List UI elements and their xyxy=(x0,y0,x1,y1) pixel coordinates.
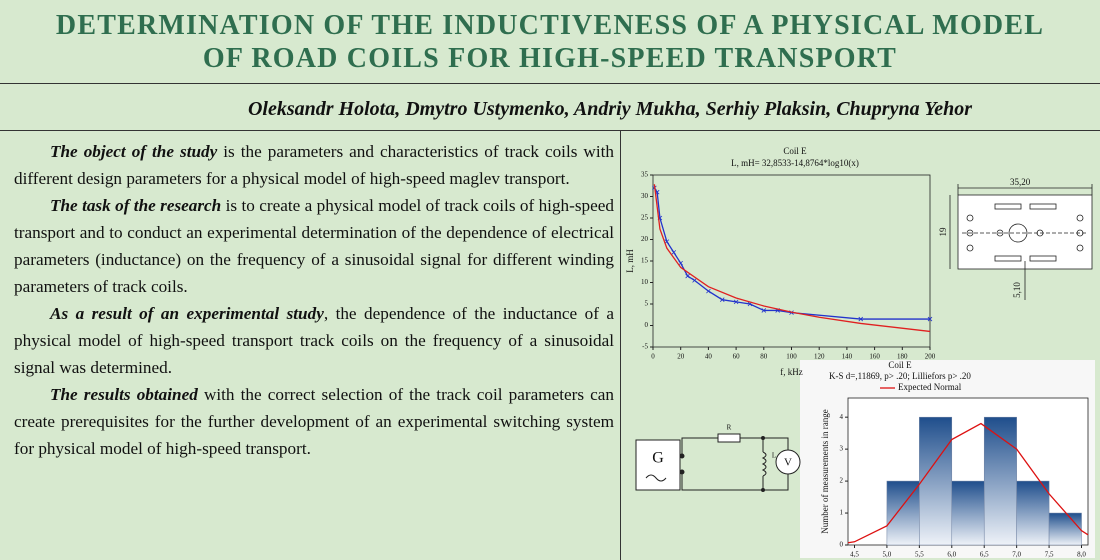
y-tick-label: 10 xyxy=(641,278,649,286)
x-tick-label: 80 xyxy=(760,353,768,361)
y-tick-label: 2 xyxy=(840,477,844,485)
title-line: DETERMINATION OF THE INDUCTIVENESS OF A … xyxy=(55,10,1045,41)
y-tick-label: 35 xyxy=(641,171,649,179)
chart-subtitle: L, mH= 32,8533-14,8764*log10(x) xyxy=(731,158,859,168)
x-tick-label: 180 xyxy=(897,353,908,361)
point xyxy=(858,316,864,322)
point xyxy=(706,288,711,294)
chart-title: Coil E xyxy=(783,146,807,156)
y-tick-label: 25 xyxy=(641,214,649,222)
authors: Oleksandr Holota, Dmytro Ustymenko, Andr… xyxy=(247,98,972,120)
y-tick-label: 5 xyxy=(645,300,649,308)
text: with the correct selection of the track … xyxy=(14,385,614,458)
divider xyxy=(620,130,621,560)
x-tick-label: 0 xyxy=(651,353,655,361)
x-tick-label: 60 xyxy=(733,353,741,361)
bar xyxy=(983,416,1017,546)
paragraph: The results obtained with the correct se… xyxy=(14,381,614,462)
paragraph: As a result of an experimental study, th… xyxy=(14,300,614,381)
x-tick-label: 5,5 xyxy=(915,551,924,559)
paragraph: The object of the study is the parameter… xyxy=(14,138,614,192)
x-tick-label: 7,0 xyxy=(1012,551,1021,559)
body-text: The object of the study is the parameter… xyxy=(14,138,614,462)
x-tick-label: 7,5 xyxy=(1045,551,1054,559)
paragraph: The task of the research is to create a … xyxy=(14,192,614,300)
x-tick-label: 120 xyxy=(814,353,825,361)
point xyxy=(671,250,677,255)
legend-label: Expected Normal xyxy=(898,382,962,392)
point xyxy=(692,278,697,283)
x-tick-label: 6,5 xyxy=(980,551,989,559)
y-tick-label: -5 xyxy=(642,343,648,351)
normal-curve xyxy=(847,422,1089,544)
x-tick-label: 40 xyxy=(705,353,713,361)
x-tick-label: 200 xyxy=(925,353,936,361)
lead: The object of the study xyxy=(50,142,218,161)
chart-subtitle: K-S d=,11869, p> .20; Lilliefors p> .20 xyxy=(829,371,971,381)
x-tick-label: 20 xyxy=(677,353,685,361)
lead: The task of the research xyxy=(50,196,222,215)
y-axis-label: Number of measurements in range xyxy=(820,409,830,533)
y-tick-label: 15 xyxy=(641,257,649,265)
dimension-label: 5,10 xyxy=(1012,282,1022,298)
text: is the parameters and characteristics of… xyxy=(14,142,614,188)
chart-title: Coil E xyxy=(888,360,912,370)
y-tick-label: 20 xyxy=(641,235,649,243)
y-axis-label: L, mH xyxy=(625,249,635,273)
divider xyxy=(0,130,1100,131)
series-line xyxy=(653,184,931,333)
x-tick-label: 6,0 xyxy=(947,551,956,559)
circuit-label: V xyxy=(784,457,792,469)
y-tick-label: 0 xyxy=(645,321,649,329)
divider xyxy=(0,83,1100,84)
point xyxy=(733,299,739,305)
y-tick-label: 3 xyxy=(840,445,844,453)
text: is to create a physical model of track c… xyxy=(14,196,614,296)
point xyxy=(761,308,767,313)
y-tick-label: 30 xyxy=(641,192,649,200)
plate-drawing xyxy=(949,184,1093,300)
dimension-label: 35,20 xyxy=(1010,177,1031,187)
lead: The results obtained xyxy=(50,385,198,404)
point xyxy=(927,316,933,322)
text: , the dependence of the inductance of a … xyxy=(14,304,615,377)
circuit-label: G xyxy=(652,450,664,467)
x-axis-label: f, kHz xyxy=(780,367,803,377)
bar xyxy=(1016,480,1050,546)
circuit xyxy=(635,433,801,492)
bar xyxy=(919,416,953,546)
bar xyxy=(1048,512,1082,546)
circuit-label: L xyxy=(772,452,776,460)
y-tick-label: 4 xyxy=(840,413,844,421)
y-tick-label: 0 xyxy=(840,541,844,549)
y-tick-label: 1 xyxy=(840,509,844,517)
circuit-label: R xyxy=(727,424,732,432)
x-tick-label: 160 xyxy=(869,353,880,361)
x-tick-label: 100 xyxy=(786,353,797,361)
point xyxy=(685,273,690,279)
point xyxy=(719,297,725,302)
bar xyxy=(951,480,985,546)
lead: As a result of an experimental study xyxy=(50,304,324,323)
dimension-label: 19 xyxy=(938,227,948,237)
x-tick-label: 5,0 xyxy=(883,551,892,559)
x-tick-label: 140 xyxy=(842,353,853,361)
title-line: OF ROAD COILS FOR HIGH-SPEED TRANSPORT xyxy=(202,43,898,74)
x-tick-label: 8,0 xyxy=(1077,551,1086,559)
x-tick-label: 4,5 xyxy=(850,551,859,559)
plot-area xyxy=(652,174,931,348)
